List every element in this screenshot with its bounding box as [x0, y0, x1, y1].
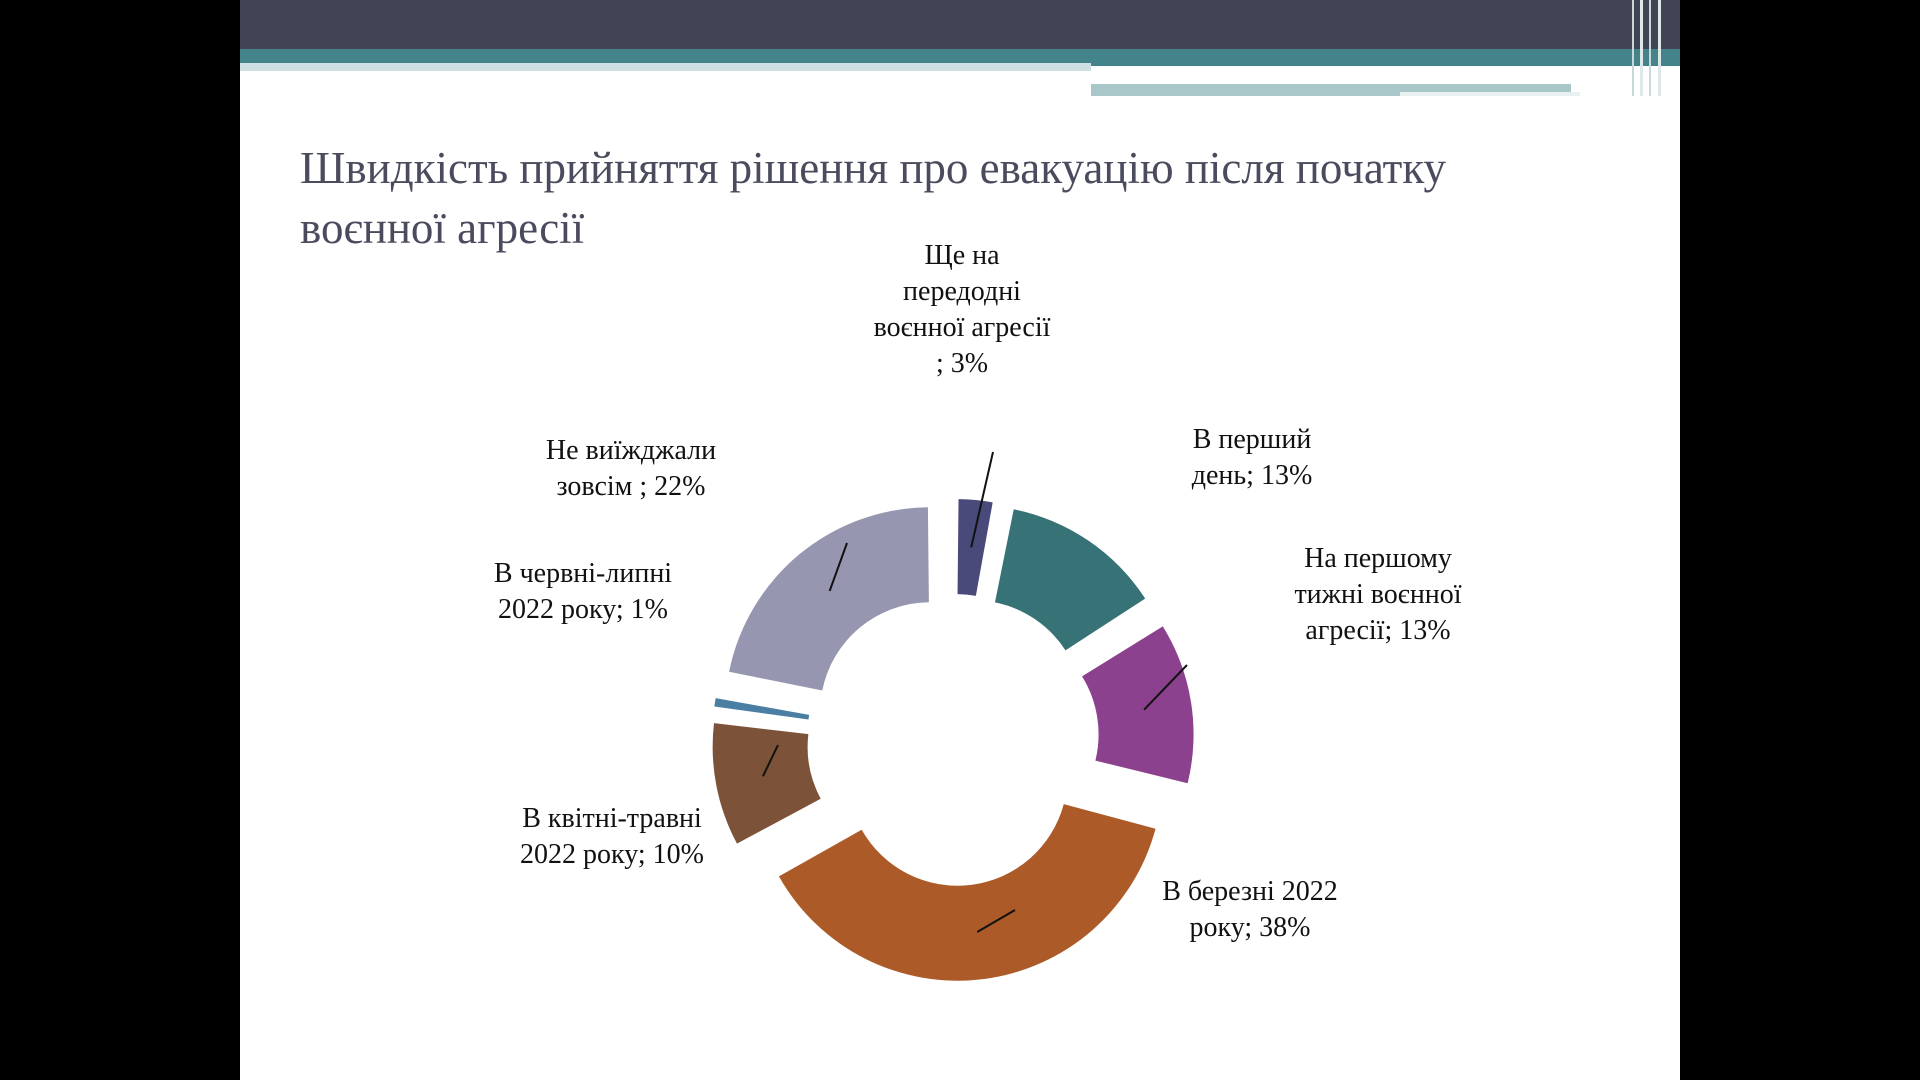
leader-line	[828, 542, 848, 592]
slice-label-line: ; 3%	[935, 348, 989, 379]
slice-label-line: передодні	[903, 276, 1021, 307]
slide-title: Швидкість прийняття рішення про евакуаці…	[300, 143, 1447, 253]
slice-label-line: тижні воєнної	[1294, 579, 1462, 610]
header-accent-bar	[240, 49, 1680, 66]
header-stripe	[240, 63, 1091, 71]
chart-slice	[1082, 626, 1194, 784]
slice-label-line: В перший	[1192, 424, 1312, 455]
leader-line	[970, 451, 994, 548]
slice-label-line: день; 13%	[1191, 460, 1313, 491]
chart-slice	[778, 804, 1156, 981]
slice-label-line: В квітні-травні	[522, 803, 702, 834]
slice-label: Не виїжджали зовсім ; 22%	[511, 433, 751, 505]
slice-label: Ще на передодні воєнної агресії ; 3%	[842, 238, 1082, 382]
slice-label-line: В червні-липні	[493, 558, 673, 589]
slice-label: В березні 2022 року; 38%	[1130, 874, 1370, 946]
header-stripe	[1658, 0, 1661, 96]
slice-label-line: зовсім ; 22%	[556, 471, 706, 502]
slice-label-line: На першому	[1304, 543, 1452, 574]
leader-line	[762, 744, 779, 777]
slice-label-line: 2022 року; 1%	[498, 594, 668, 625]
chart-slice	[729, 507, 929, 691]
slice-label: На першому тижні воєнної агресії; 13%	[1263, 541, 1493, 649]
slice-label-line: воєнної агресії	[873, 312, 1051, 343]
slice-label-line: року; 38%	[1189, 912, 1311, 943]
header-stripe	[1091, 77, 1571, 81]
slice-label-line: В березні 2022	[1162, 876, 1338, 907]
slice-label: В квітні-травні 2022 року; 10%	[487, 801, 737, 873]
chart-slice	[712, 723, 821, 844]
chart-slice	[994, 509, 1146, 651]
chart-slice	[957, 499, 993, 596]
chart-slice	[714, 698, 810, 720]
leader-line	[976, 909, 1016, 933]
header-stripe	[1649, 0, 1651, 96]
slice-label-line: агресії; 13%	[1305, 615, 1451, 646]
slice-label: В перший день; 13%	[1162, 422, 1342, 494]
slice-label-line: 2022 року; 10%	[520, 839, 704, 870]
header-stripe	[1400, 92, 1580, 96]
header-bar	[240, 0, 1680, 49]
header-stripe	[1640, 0, 1643, 96]
slice-label: В червні-липні 2022 року; 1%	[463, 556, 703, 628]
slice-label-line: Не виїжджали	[545, 435, 717, 466]
slide: Швидкість прийняття рішення про евакуаці…	[240, 0, 1680, 1080]
slice-label-line: Ще на	[924, 240, 1000, 271]
doughnut-chart	[712, 451, 1194, 981]
header-stripe	[1632, 0, 1634, 96]
leader-line	[1143, 664, 1188, 711]
